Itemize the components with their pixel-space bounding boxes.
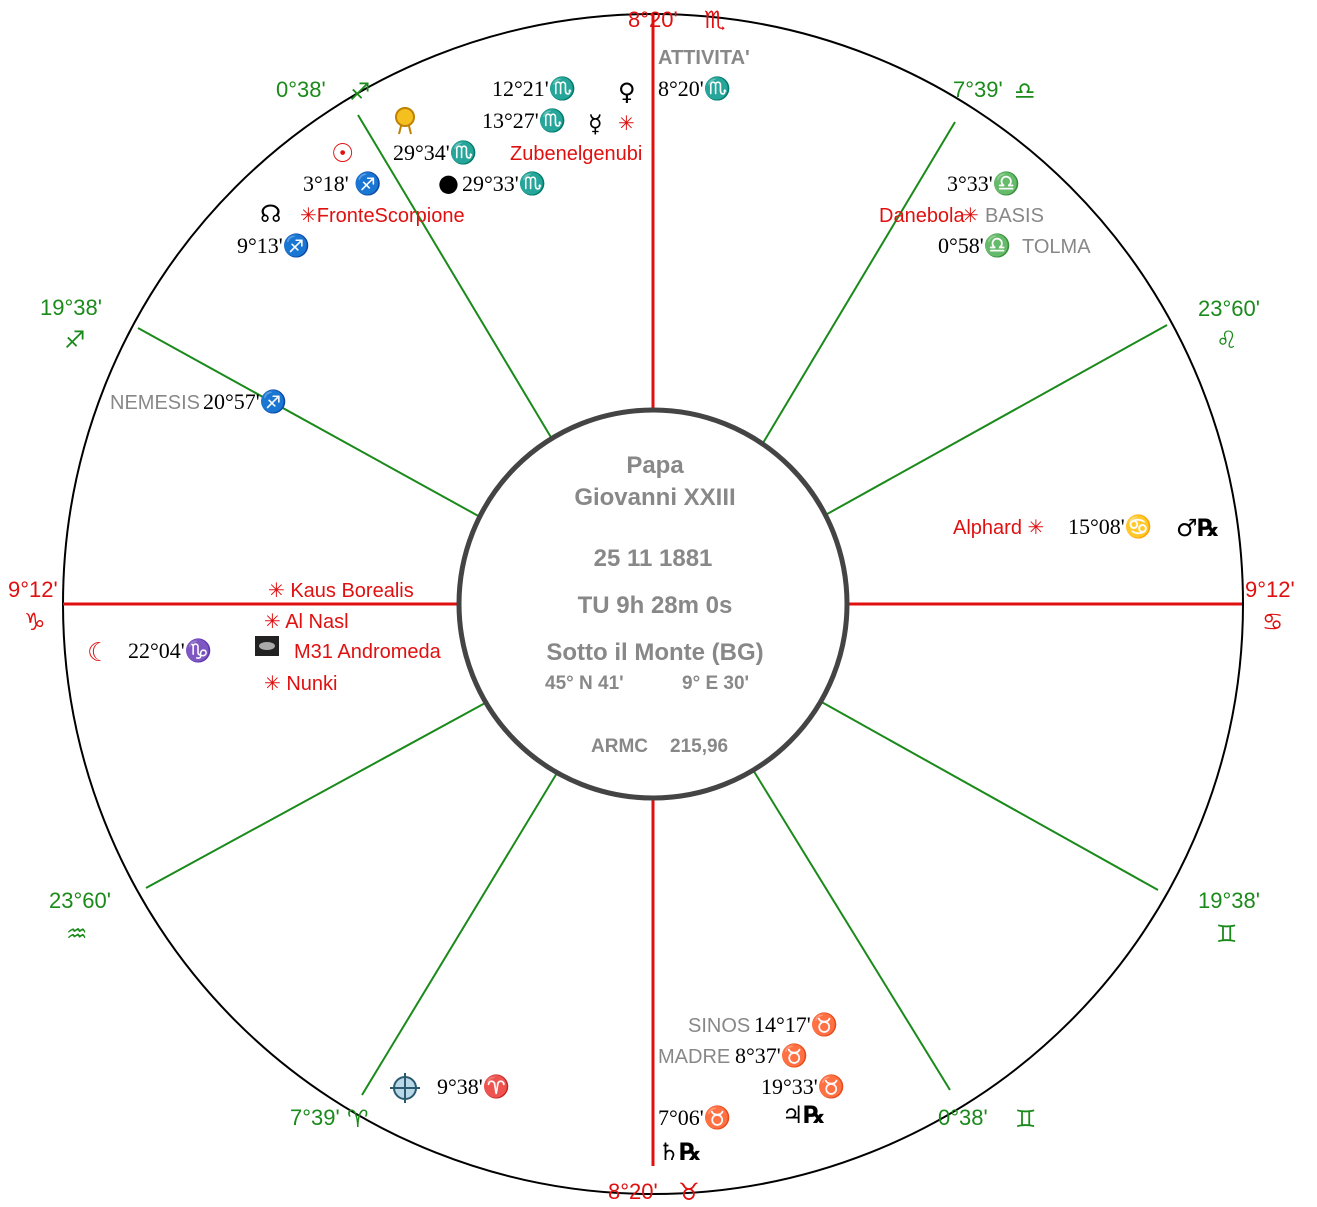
cusp-6-degree: 23°60' <box>49 888 111 913</box>
madre-label: MADRE <box>658 1046 730 1068</box>
attivita-label: ATTIVITA' <box>658 47 750 69</box>
cusp-12-degree: 23°60' <box>1198 296 1260 321</box>
cusp-8-degree: 19°38' <box>40 295 102 320</box>
part-of-fortune-icon <box>390 1073 420 1103</box>
cusp-line-12 <box>819 324 1168 519</box>
saturn-icon: ♄℞ <box>658 1138 701 1166</box>
sinos-label: SINOS <box>688 1015 750 1037</box>
longitude: 9° E 30' <box>682 673 749 694</box>
cusp-line-2 <box>817 699 1159 891</box>
fronte-scorpione-star: ✳FronteScorpione <box>300 205 465 227</box>
alphard-star: Alphard ✳ <box>953 517 1044 539</box>
birth-date: 25 11 1881 <box>594 545 713 572</box>
cusp-8-sign-icon: ♐ <box>64 326 86 354</box>
armc-value: 215,96 <box>670 736 728 757</box>
birth-place: Sotto il Monte (BG) <box>546 639 763 666</box>
ic-sign-icon: ♉ <box>678 1178 700 1206</box>
cusp-2-degree: 19°38' <box>1198 888 1260 913</box>
nemesis-label: NEMESIS <box>110 392 200 414</box>
cusp-3-degree: 0°38' <box>938 1105 988 1130</box>
mars-position: 15°08'♋ <box>1068 514 1152 539</box>
center-circle <box>456 407 850 801</box>
zubenelgenubi-star: Zubenelgenubi <box>510 143 642 165</box>
jupiter-position: 19°33'♉ <box>761 1074 845 1099</box>
cusp-2-sign-icon: ♊ <box>1216 920 1238 948</box>
mercury-position: 13°27'♏ <box>482 108 566 133</box>
danebola-star-icon: ✳ <box>962 205 979 227</box>
house-cusps <box>137 114 1168 1096</box>
mc-sign-icon: ♏ <box>704 6 726 34</box>
basis-position: 3°33'♎ <box>947 171 1020 196</box>
latitude: 45° N 41' <box>545 673 624 694</box>
nunki-star: ✳ Nunki <box>264 673 337 695</box>
sun-position: 3°18' ♐ <box>303 171 382 196</box>
armc-label: ARMC <box>591 736 648 757</box>
sinos-position: 14°17'♉ <box>754 1012 838 1037</box>
person-name-1: Papa <box>626 452 684 479</box>
cusp-6-sign-icon: ♒ <box>66 920 88 948</box>
desc-sign-icon: ♋ <box>1262 608 1284 636</box>
cusp-line-9 <box>357 114 556 445</box>
cusp-5-degree: 7°39' <box>290 1105 340 1130</box>
cusp-9-degree: 0°38' <box>276 77 326 102</box>
desc-degree: 9°12' <box>1245 577 1295 602</box>
nemesis-position: 20°57'♐ <box>203 389 287 414</box>
fortune-position: 9°38'♈ <box>437 1074 510 1099</box>
node-position: 9°13'♐ <box>237 233 310 258</box>
m31-andromeda-star: M31 Andromeda <box>294 641 442 663</box>
moon-icon: ☾ <box>87 638 110 668</box>
saturn-position: 7°06'♉ <box>658 1105 731 1130</box>
mars-icon: ♂℞ <box>1176 514 1219 542</box>
cusp-9-sign-icon: ♐ <box>349 78 371 106</box>
black-moon-position: 29°33'♏ <box>462 171 546 196</box>
cusp-11-degree: 7°39' <box>953 77 1003 102</box>
cusp-line-3 <box>749 764 951 1091</box>
cusp-line-8 <box>137 327 483 519</box>
danebola-star: Danebola <box>879 205 966 227</box>
birth-time: TU 9h 28m 0s <box>578 592 733 619</box>
axes <box>63 14 1242 1166</box>
black-moon-icon: ● <box>438 169 459 197</box>
cusp-line-5 <box>361 767 561 1096</box>
prenatal-position: 29°34'♏ <box>393 140 477 165</box>
sun-icon: ☉ <box>331 139 354 169</box>
cusp-12-sign-icon: ♌ <box>1216 326 1238 354</box>
basis-label: BASIS <box>985 205 1044 227</box>
attivita-position: 8°20'♏ <box>658 76 731 101</box>
madre-position: 8°37'♉ <box>735 1043 808 1068</box>
cusp-line-11 <box>759 121 956 449</box>
cusp-11-sign-icon: ♎ <box>1014 77 1036 105</box>
person-name-2: Giovanni XXIII <box>574 484 735 511</box>
mercury-icon: ☿ <box>588 110 603 138</box>
tolma-position: 0°58'♎ <box>938 233 1011 258</box>
mc-degree: 8°20' <box>628 7 678 32</box>
asc-sign-icon: ♑ <box>24 608 46 636</box>
kaus-borealis-star: ✳ Kaus Borealis <box>268 580 414 602</box>
jupiter-icon: ♃℞ <box>782 1101 825 1129</box>
cusp-line-6 <box>145 701 488 889</box>
galaxy-icon <box>255 636 279 656</box>
prenatal-lunation-icon <box>395 107 415 135</box>
al-nasl-star: ✳ Al Nasl <box>264 611 349 633</box>
asc-degree: 9°12' <box>8 577 58 602</box>
cusp-3-sign-icon: ♊ <box>1015 1105 1037 1133</box>
mercury-star-icon: ✳ <box>618 113 635 135</box>
venus-position: 12°21'♏ <box>492 76 576 101</box>
tolma-label: TOLMA <box>1022 236 1091 258</box>
venus-icon: ♀ <box>618 78 636 106</box>
moon-position: 22°04'♑ <box>128 638 212 663</box>
node-icon: ☊ <box>260 200 281 228</box>
ic-degree: 8°20' <box>608 1179 658 1204</box>
cusp-5-sign-icon: ♈ <box>347 1105 369 1133</box>
